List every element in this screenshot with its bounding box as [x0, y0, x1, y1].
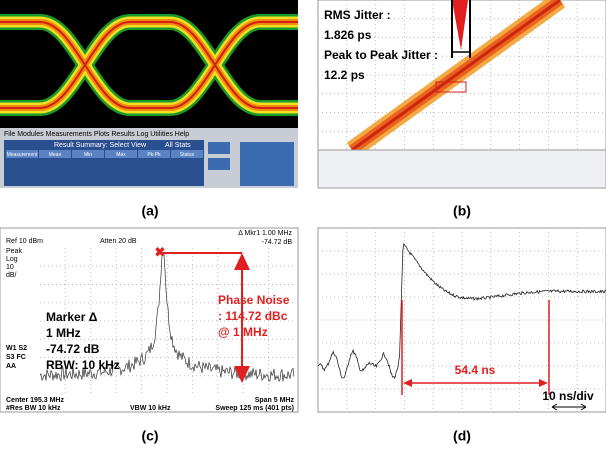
panel-label: (b)	[453, 203, 471, 219]
marker-db: -74.72 dB	[262, 239, 293, 246]
button[interactable]	[208, 158, 230, 170]
text-line: -74.72 dB	[46, 342, 100, 356]
button[interactable]	[208, 142, 230, 154]
text-line: Marker Δ	[46, 310, 98, 324]
text-line: RBW: 10 kHz	[46, 358, 120, 372]
text-line: AA	[6, 363, 16, 370]
span: Span 5 MHz	[255, 397, 295, 404]
menu-bar: File Modules Measurements Plots Results …	[4, 131, 189, 138]
delay: 54.4 ns	[455, 363, 496, 377]
marker-readout: Δ Mkr1 1.00 MHz	[238, 230, 292, 237]
atten: Atten 20 dB	[100, 238, 137, 245]
text-line: W1 S2	[6, 345, 27, 352]
panel-label: (d)	[453, 428, 471, 444]
vbw: VBW 10 kHz	[130, 405, 171, 412]
rms-value: 1.826 ps	[324, 28, 372, 42]
column-header: Mean	[49, 152, 62, 158]
column-header: Pk-Pk	[147, 152, 161, 158]
rms-title: RMS Jitter :	[324, 8, 391, 22]
column-header: Min	[84, 152, 92, 158]
view-select[interactable]: All Stats	[165, 142, 191, 149]
text-line: S3 FC	[6, 354, 26, 361]
column-header: Max	[116, 152, 126, 158]
text-line: 10	[6, 264, 14, 271]
text-line: : 114.72 dBc	[218, 309, 288, 323]
page: File Modules Measurements Plots Results …	[0, 0, 606, 455]
figure: File Modules Measurements Plots Results …	[0, 0, 606, 450]
panel-label: (c)	[141, 428, 158, 444]
text-line: Peak	[6, 248, 22, 255]
pp-title: Peak to Peak Jitter :	[324, 48, 438, 62]
text-line: dB/	[6, 272, 17, 279]
text-line: 1 MHz	[46, 326, 81, 340]
time-scale: 10 ns/div	[542, 389, 594, 403]
pp-value: 12.2 ps	[324, 68, 365, 82]
status-area	[318, 150, 606, 188]
control-box	[240, 142, 294, 186]
panel-label: (a)	[141, 203, 158, 219]
marker-x: ✖	[155, 244, 166, 259]
center: Center 195.3 MHz	[6, 397, 64, 404]
text-line: Log	[6, 256, 18, 263]
column-header: Status	[180, 152, 195, 158]
column-header: Measurement	[7, 152, 38, 158]
text-line: Phase Noise	[218, 293, 290, 307]
table-title: Result Summary: Select View	[54, 142, 147, 149]
res-bw: #Res BW 10 kHz	[6, 405, 61, 412]
ref: Ref 10 dBm	[6, 238, 43, 245]
sweep: Sweep 125 ms (401 pts)	[215, 405, 294, 412]
